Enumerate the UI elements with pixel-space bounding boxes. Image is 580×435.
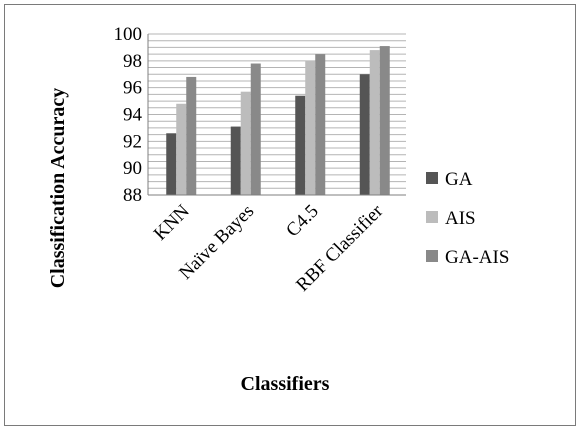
y-tick-label: 94: [123, 105, 143, 126]
legend-label-ga-ais: GA-AIS: [445, 247, 509, 268]
x-axis-title: Classifiers: [241, 373, 330, 395]
y-tick-label: 90: [123, 158, 142, 179]
bar-ga-2: [295, 95, 306, 195]
bar-ga-0: [166, 133, 177, 195]
y-axis-title: Classification Accuracy: [47, 88, 69, 289]
legend-label-ga: GA: [445, 169, 473, 190]
legend: GA AIS GA-AIS: [426, 169, 509, 268]
bar-ga-ais-0: [186, 76, 197, 195]
bar-ais-2: [305, 60, 316, 196]
bar-ais-0: [176, 103, 187, 195]
bar-ais-3: [369, 50, 380, 195]
bar-ga-1: [230, 126, 241, 195]
bar-ga-ais-3: [379, 46, 390, 196]
bar-ais-1: [240, 91, 251, 195]
bar-ga-ais-2: [315, 54, 326, 195]
y-tick-label: 100: [114, 24, 143, 45]
y-tick-label: 96: [123, 78, 142, 99]
bar-ga-3: [359, 74, 370, 195]
legend-swatch-ais: [426, 211, 438, 223]
y-tick-label: 98: [123, 51, 142, 72]
legend-swatch-ga-ais: [426, 250, 438, 262]
y-tick-label: 88: [123, 185, 142, 206]
legend-label-ais: AIS: [445, 208, 476, 229]
bars: [166, 46, 390, 196]
legend-swatch-ga: [426, 172, 438, 184]
y-tick-label: 92: [123, 131, 142, 152]
bar-ga-ais-1: [250, 63, 261, 196]
